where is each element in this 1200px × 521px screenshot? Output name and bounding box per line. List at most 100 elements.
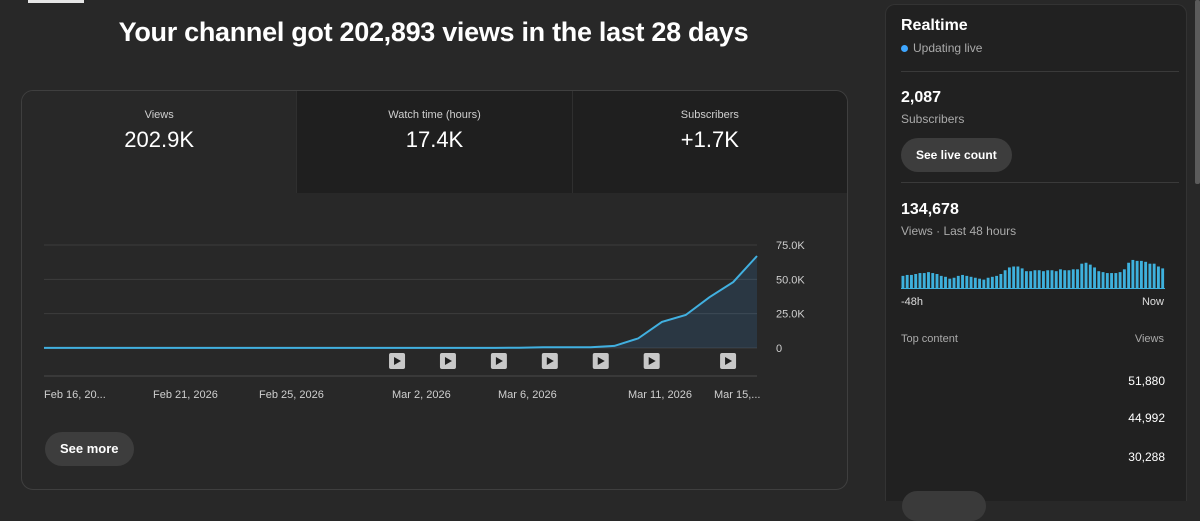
spark-bar <box>1122 269 1126 289</box>
spark-bar <box>999 274 1003 289</box>
watch-time-value: 17.4K <box>405 127 464 152</box>
watch-time-label: Watch time (hours) <box>388 109 481 121</box>
spark-bar <box>910 274 913 289</box>
spark-bar <box>901 275 905 289</box>
see-live-count-button[interactable]: See live count <box>901 138 1012 172</box>
spark-bar <box>1046 270 1050 289</box>
spark-bar <box>1020 268 1024 289</box>
views-area <box>44 256 757 348</box>
spark-bar <box>1016 266 1020 289</box>
top-content-views: 44,992 <box>1128 411 1165 425</box>
page-scrollbar[interactable] <box>1195 0 1200 184</box>
spark-bar <box>1135 260 1139 289</box>
top-tab-indicator <box>28 0 84 3</box>
realtime-views-count: 134,678 <box>901 201 959 218</box>
x-tick-label: Feb 25, 2026 <box>259 389 324 401</box>
spark-bar <box>969 276 973 289</box>
x-tick-label: Mar 6, 2026 <box>498 389 557 401</box>
play-icon <box>495 357 503 365</box>
spark-bar <box>965 275 969 289</box>
x-tick-label: Feb 21, 2026 <box>153 389 218 401</box>
analytics-card: Views 202.9K Watch time (hours) 17.4K Su… <box>21 90 848 490</box>
live-dot-icon <box>901 44 908 52</box>
spark-bar <box>1127 262 1131 289</box>
x-tick-label: Mar 11, 2026 <box>628 389 692 401</box>
spark-bar <box>1105 273 1109 289</box>
spark-bar <box>1067 270 1071 289</box>
spark-bar <box>1003 270 1007 289</box>
spark-bar <box>1131 259 1135 289</box>
spark-bar <box>1156 266 1160 289</box>
subscriber-count: 2,087 <box>901 89 942 106</box>
play-icon <box>597 357 605 365</box>
spark-bar <box>1144 261 1148 289</box>
spark-bar <box>1161 268 1165 289</box>
spark-bar <box>961 274 964 289</box>
spark-bar <box>1139 260 1143 289</box>
spark-bar <box>1152 263 1156 289</box>
realtime-views-sparkline <box>901 259 1165 289</box>
spark-bar <box>1063 270 1067 289</box>
spark-bar <box>1033 270 1037 289</box>
spark-bar <box>978 278 982 289</box>
subscriber-count-label: Subscribers <box>901 112 965 126</box>
spark-bar <box>973 277 977 289</box>
y-tick-label: 0 <box>776 343 782 355</box>
play-icon <box>394 357 402 365</box>
spark-bar <box>1042 271 1045 289</box>
realtime-title: Realtime <box>901 17 968 34</box>
subscribers-label: Subscribers <box>680 109 739 121</box>
spark-bar <box>982 279 986 289</box>
top-content-row[interactable]: 44,992 <box>901 411 1165 441</box>
spark-end-label: Now <box>1141 296 1164 308</box>
spark-bar <box>1084 262 1088 289</box>
spark-bar <box>1059 269 1062 289</box>
spark-bar <box>931 273 935 289</box>
play-icon <box>546 357 554 365</box>
top-content-row[interactable]: 51,880 <box>901 374 1165 404</box>
spark-bar <box>990 276 994 289</box>
tab-subscribers[interactable]: Subscribers +1.7K <box>571 91 847 193</box>
spark-bar <box>1097 271 1101 289</box>
spark-bar <box>986 277 990 289</box>
live-status: Updating live <box>901 41 982 55</box>
spark-bar <box>1012 266 1016 289</box>
play-icon <box>648 357 656 365</box>
spark-bar <box>918 273 922 289</box>
live-status-text: Updating live <box>913 41 983 55</box>
spark-bar <box>935 274 939 289</box>
divider <box>901 182 1179 183</box>
x-tick-label: Mar 15,... <box>714 389 760 401</box>
divider <box>901 71 1179 72</box>
tab-watch-time[interactable]: Watch time (hours) 17.4K <box>296 91 572 193</box>
page-headline: Your channel got 202,893 views in the la… <box>118 17 749 47</box>
spark-bar <box>905 274 909 289</box>
spark-bar <box>1050 270 1054 289</box>
spark-bar <box>995 275 999 289</box>
spark-start-label: -48h <box>901 296 924 308</box>
top-content-views: 51,880 <box>1128 374 1165 388</box>
see-more-button[interactable]: See more <box>45 432 134 466</box>
spark-bar <box>948 278 952 289</box>
spark-bar <box>1093 267 1096 289</box>
spark-bar <box>1054 271 1058 289</box>
play-icon <box>725 357 733 365</box>
spark-bar <box>1024 271 1028 289</box>
top-content-row[interactable]: 30,288 <box>901 450 1165 480</box>
spark-bar <box>952 277 956 289</box>
spark-bar <box>1118 272 1122 289</box>
spark-bar <box>922 273 926 289</box>
realtime-more-button[interactable] <box>902 491 986 521</box>
play-icon <box>444 357 452 365</box>
x-tick-label: Mar 2, 2026 <box>392 389 451 401</box>
views-label: Views <box>144 109 174 121</box>
spark-bar <box>1088 264 1092 289</box>
tab-views[interactable]: Views 202.9K <box>22 91 297 193</box>
views-chart: 75.0K 50.0K 25.0K 0 Feb 16, 20... Feb 21, 202… <box>44 240 805 401</box>
views-column-header: Views <box>1134 333 1164 345</box>
spark-bar <box>1076 269 1079 289</box>
spark-bar <box>927 272 930 289</box>
spark-bar <box>956 275 960 289</box>
x-tick-label: Feb 16, 20... <box>44 389 106 401</box>
top-content-header: Top content <box>901 333 958 345</box>
